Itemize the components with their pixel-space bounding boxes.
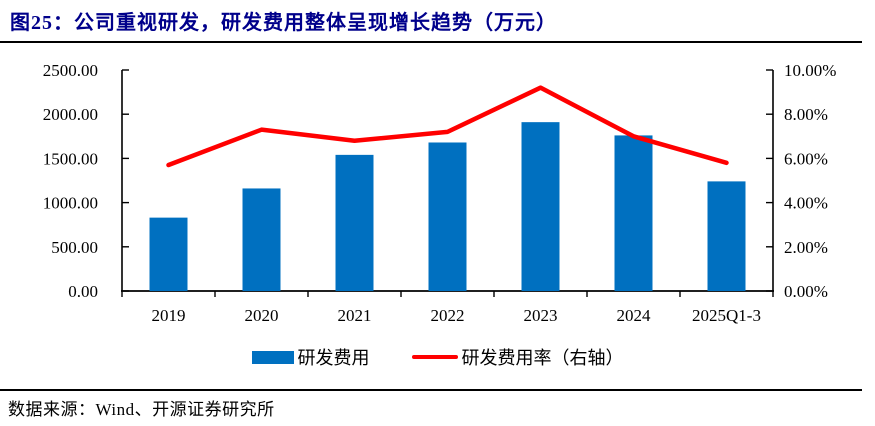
category-label: 2025Q1-3: [692, 306, 761, 325]
figure-title: 图25：公司重视研发，研发费用整体呈现增长趋势（万元）: [10, 12, 557, 34]
left-axis-tick-label: 1000.00: [43, 194, 98, 213]
right-axis-tick-label: 2.00%: [784, 238, 828, 257]
bar-2024: [614, 135, 653, 291]
category-label: 2019: [152, 306, 186, 325]
bar-series-label: 研发费用: [297, 348, 370, 368]
line-series: [166, 85, 729, 168]
category-label: 2024: [617, 306, 652, 325]
chart-plot: 0.00 0.00% 500.00 2.00% 1000.00 4.00% 1500.00 6…: [43, 61, 837, 325]
bar-2019: [149, 217, 188, 291]
category-label: 2020: [245, 306, 279, 325]
left-axis-tick-label: 2500.00: [43, 61, 98, 80]
right-axis-tick-label: 0.00%: [784, 282, 828, 301]
line-series-label: 研发费用率（右轴）: [461, 348, 624, 368]
legend-item-bar: 研发费用: [251, 344, 370, 370]
footer-divider: [0, 389, 862, 391]
bar-2021: [335, 154, 374, 291]
category-label: 2021: [338, 306, 372, 325]
category-label: 2022: [431, 306, 465, 325]
left-axis-tick-label: 0.00: [68, 282, 98, 301]
bar-2022: [428, 142, 467, 291]
line-series-swatch: [411, 355, 458, 359]
right-axis-tick-label: 10.00%: [784, 61, 836, 80]
legend-item-line: 研发费用率（右轴）: [411, 344, 624, 370]
data-source-note: 数据来源：Wind、开源证券研究所: [8, 400, 275, 419]
bar-series-swatch: [251, 350, 294, 364]
left-axis-tick-label: 2000.00: [43, 105, 98, 124]
bar-2020: [242, 188, 281, 291]
right-axis-tick-label: 6.00%: [784, 149, 828, 168]
bar-2025Q1-3: [707, 181, 746, 291]
chart-legend: 研发费用 研发费用率（右轴）: [0, 344, 875, 370]
right-axis-tick-label: 8.00%: [784, 105, 828, 124]
bar-2023: [521, 122, 560, 291]
title-divider: [0, 41, 862, 43]
left-axis-tick-label: 500.00: [51, 238, 98, 257]
right-axis-tick-label: 4.00%: [784, 194, 828, 213]
left-axis-tick-label: 1500.00: [43, 149, 98, 168]
category-label: 2023: [524, 306, 558, 325]
